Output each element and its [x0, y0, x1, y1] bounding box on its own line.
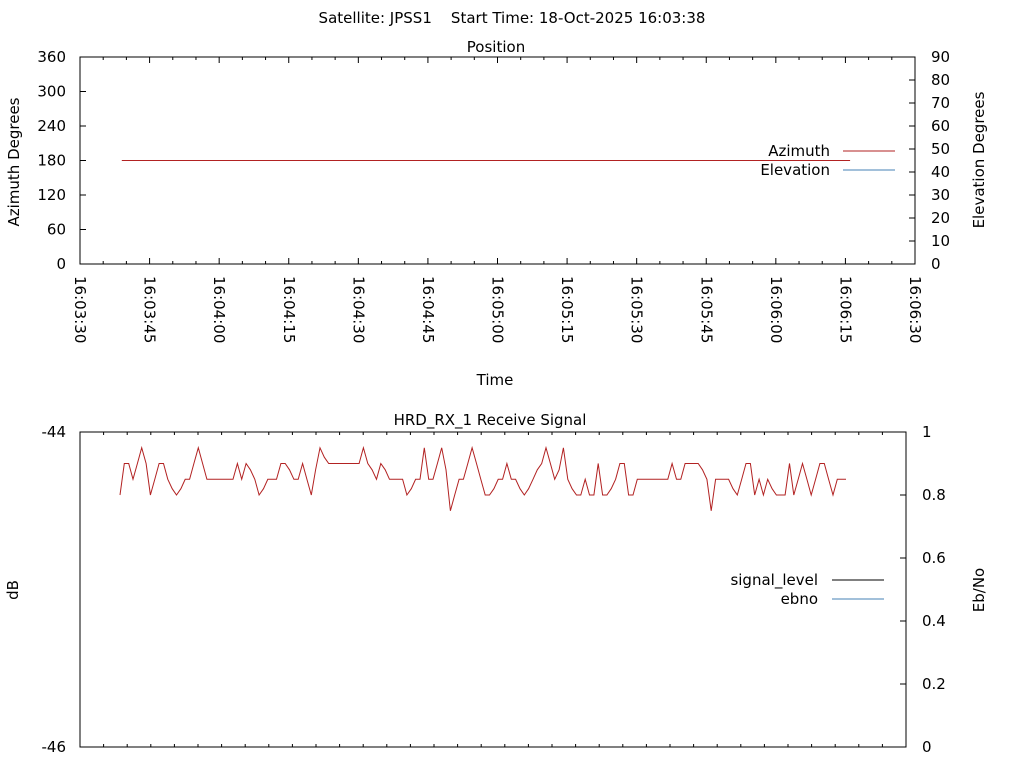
- position-x-tick-label: 16:06:00: [767, 276, 785, 343]
- signal-y2-tick-label: 0.6: [922, 549, 946, 567]
- position-y2-tick-label: 0: [931, 255, 941, 273]
- position-y-tick-label: 60: [47, 221, 66, 239]
- series-line-observed-trace: [119, 445, 846, 511]
- position-x-label: Time: [476, 371, 514, 389]
- position-x-tick-label: 16:03:45: [141, 276, 159, 343]
- position-y-label: Azimuth Degrees: [5, 97, 23, 226]
- position-y2-tick-label: 80: [931, 71, 950, 89]
- position-y2-tick-label: 10: [931, 232, 950, 250]
- position-y2-tick-label: 40: [931, 163, 950, 181]
- signal-y-label: dB: [4, 580, 22, 600]
- position-x-tick-label: 16:03:30: [71, 276, 89, 343]
- position-x-tick-label: 16:04:00: [210, 276, 228, 343]
- signal-y2-label: Eb/No: [970, 568, 988, 612]
- position-plot-area: 16:03:30 16:03:45 16:04:00 16:04:15 16:04:30…: [37, 48, 950, 343]
- position-y-tick-label: 180: [37, 152, 66, 170]
- position-y-tick-label: 120: [37, 186, 66, 204]
- position-y-tick-label: 240: [37, 117, 66, 135]
- position-y2-tick-label: 90: [931, 48, 950, 66]
- position-title: Position: [467, 38, 525, 56]
- position-x-tick-label: 16:04:45: [419, 276, 437, 343]
- position-x-tick-label: 16:05:00: [489, 276, 507, 343]
- signal-chart: HRD_RX_1 Receive Signal -44 -46 0 0.2 0.4 0.6…: [4, 411, 988, 756]
- signal-y-tick-label: -44: [42, 423, 67, 441]
- position-y2-tick-label: 60: [931, 117, 950, 135]
- signal-title: HRD_RX_1 Receive Signal: [394, 411, 587, 430]
- position-x-tick-label: 16:05:45: [697, 276, 715, 343]
- position-legend: Azimuth Elevation: [760, 142, 895, 179]
- signal-y2-tick-label: 1: [922, 423, 932, 441]
- signal-y2-tick-label: 0.8: [922, 486, 946, 504]
- signal-y2-tick-label: 0.2: [922, 675, 946, 693]
- legend-label-ebno: ebno: [781, 590, 818, 608]
- position-y-tick-label: 0: [56, 255, 66, 273]
- signal-plot-area: -44 -46 0 0.2 0.4 0.6 0.8 1: [42, 423, 946, 756]
- signal-y2-tick-label: 0.4: [922, 612, 946, 630]
- position-y2-label: Elevation Degrees: [970, 91, 988, 228]
- legend-label-elevation: Elevation: [760, 161, 830, 179]
- position-x-tick-label: 16:04:30: [349, 276, 367, 343]
- position-y2-tick-label: 20: [931, 209, 950, 227]
- position-x-tick-label: 16:06:15: [836, 276, 854, 343]
- position-chart: Position 16:03:30 16:03:45 16:04:00 16:04:1…: [5, 38, 988, 389]
- position-y-tick-label: 360: [37, 48, 66, 66]
- signal-legend: signal_level ebno: [730, 571, 884, 608]
- signal-plot-frame: [79, 431, 907, 748]
- signal-y2-tick-label: 0: [922, 738, 932, 756]
- position-x-tick-label: 16:05:15: [558, 276, 576, 343]
- legend-label-signal-level: signal_level: [730, 571, 818, 590]
- signal-y-tick-label: -46: [42, 738, 67, 756]
- figure-header: Satellite: JPSS1 Start Time: 18-Oct-2025…: [319, 9, 706, 27]
- position-y2-tick-label: 50: [931, 140, 950, 158]
- position-x-tick-label: 16:04:15: [280, 276, 298, 343]
- position-x-tick-label: 16:06:30: [906, 276, 924, 343]
- position-x-tick-label: 16:05:30: [628, 276, 646, 343]
- position-y2-tick-label: 70: [931, 94, 950, 112]
- position-y2-tick-label: 30: [931, 186, 950, 204]
- legend-label-azimuth: Azimuth: [768, 142, 830, 160]
- position-y-tick-label: 300: [37, 83, 66, 101]
